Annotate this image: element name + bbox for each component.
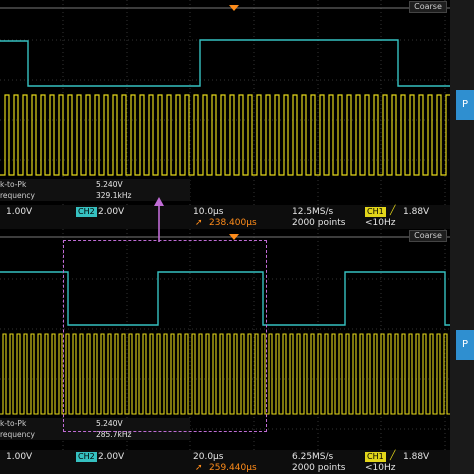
bottom-meas-value-pk2pk: 5.240V: [96, 419, 123, 428]
bottom-record-length[interactable]: 2000 points: [292, 463, 346, 473]
bottom-trig-level[interactable]: 1.88V: [403, 452, 430, 462]
bottom-trig-freq: <10Hz: [365, 463, 396, 473]
bottom-scope-panel: Coarse k-to-Pk 5.240V requency 285.7kHz: [0, 229, 450, 450]
top-scope-panel: Coarse k-to-Pk 5.240V requency 329.1kHz: [0, 0, 450, 205]
top-ch2-scale[interactable]: 2.00V: [98, 207, 125, 217]
top-trig-freq: <10Hz: [365, 218, 396, 228]
bottom-trig-delay-arrow-icon: ➚: [195, 463, 203, 473]
zoom-region-annotation: [63, 240, 267, 432]
bottom-trig-channel[interactable]: CH1: [365, 452, 386, 462]
bottom-ch2-waveform: [0, 271, 450, 326]
top-waveform-display: [0, 0, 450, 205]
top-ch1-scale[interactable]: 1.00V: [6, 207, 33, 217]
bottom-ch2-badge[interactable]: CH2: [76, 452, 97, 462]
top-trig-channel[interactable]: CH1: [365, 207, 386, 217]
bottom-measurements: k-to-Pk 5.240V requency 285.7kHz: [0, 418, 190, 440]
bottom-ch1-scale[interactable]: 1.00V: [6, 452, 33, 462]
top-trig-level[interactable]: 1.88V: [403, 207, 430, 217]
bottom-sample-rate: 6.25MS/s: [292, 452, 334, 462]
top-meas-label-pk2pk: k-to-Pk: [0, 180, 27, 189]
top-side-tab[interactable]: P: [456, 90, 474, 120]
bottom-ch1-waveform: [0, 333, 450, 415]
top-trig-delay-arrow-icon: ➚: [195, 218, 203, 228]
bottom-meas-value-freq: 285.7kHz: [96, 430, 132, 439]
right-sidebar: [450, 0, 474, 474]
bottom-side-tab[interactable]: P: [456, 330, 474, 360]
top-trigger-marker-icon: [229, 5, 239, 11]
top-ch2-badge[interactable]: CH2: [76, 207, 97, 217]
bottom-trig-delay[interactable]: 259.440µs: [209, 463, 257, 473]
bottom-meas-label-pk2pk: k-to-Pk: [0, 419, 27, 428]
top-record-length[interactable]: 2000 points: [292, 218, 346, 228]
bottom-ch2-scale[interactable]: 2.00V: [98, 452, 125, 462]
up-arrow-icon: [154, 197, 164, 242]
bottom-trigger-marker-icon: [229, 234, 239, 240]
top-edge-slope-icon: ╱: [390, 206, 396, 216]
top-meas-label-freq: requency: [0, 191, 35, 200]
bottom-time-per-div[interactable]: 20.0µs: [193, 452, 224, 462]
top-status-bar: 1.00V CH2 2.00V 10.0µs ➚ 238.400µs 12.5M…: [0, 205, 474, 229]
bottom-status-bar: 1.00V CH2 2.00V 20.0µs ➚ 259.440µs 6.25M…: [0, 450, 474, 474]
top-meas-value-pk2pk: 5.240V: [96, 180, 123, 189]
top-sample-rate: 12.5MS/s: [292, 207, 334, 217]
bottom-coarse-button[interactable]: Coarse: [409, 230, 447, 242]
top-trig-delay[interactable]: 238.400µs: [209, 218, 257, 228]
top-coarse-button[interactable]: Coarse: [409, 1, 447, 13]
bottom-meas-label-freq: requency: [0, 430, 35, 439]
top-ch1-waveform: [0, 94, 450, 176]
bottom-edge-slope-icon: ╱: [390, 451, 396, 461]
top-measurements: k-to-Pk 5.240V requency 329.1kHz: [0, 179, 190, 201]
top-meas-value-freq: 329.1kHz: [96, 191, 132, 200]
top-ch2-waveform: [0, 39, 450, 87]
top-time-per-div[interactable]: 10.0µs: [193, 207, 224, 217]
